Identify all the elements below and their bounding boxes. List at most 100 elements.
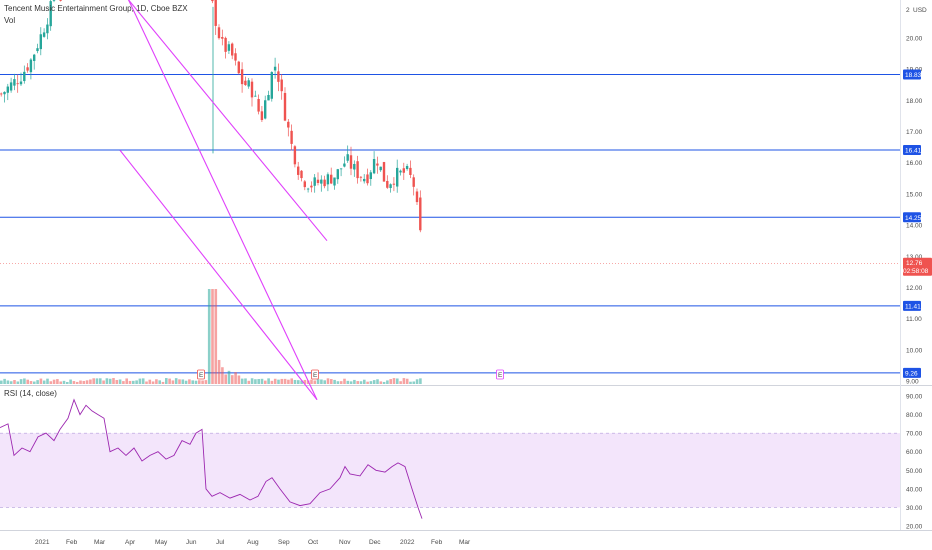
volume-label: Vol xyxy=(4,16,15,25)
volume-bar xyxy=(26,379,29,384)
candle-body xyxy=(419,197,422,231)
candle-body xyxy=(316,179,320,183)
volume-bar xyxy=(396,378,399,384)
time-tick-label: Aug xyxy=(247,539,259,546)
volume-bar xyxy=(270,380,274,384)
candle-body xyxy=(366,174,369,184)
volume-bar xyxy=(310,379,313,384)
price-tick-label: 20.00 xyxy=(906,36,923,43)
volume-bar xyxy=(23,378,26,384)
candle-body xyxy=(330,174,333,184)
volume-bar xyxy=(349,381,353,384)
volume-bar xyxy=(198,380,201,384)
current-price-value: 12.76 xyxy=(906,260,923,267)
volume-bar xyxy=(237,375,241,384)
trendlines xyxy=(119,0,328,401)
rsi-label: RSI (14, close) xyxy=(4,389,57,398)
volume-bar xyxy=(82,380,86,384)
time-tick-label: Mar xyxy=(459,539,471,546)
volume-bar xyxy=(181,379,185,384)
volume-bar xyxy=(250,378,254,384)
current-price-tag: 12.76 02:58:08 xyxy=(903,257,932,276)
volume-bar xyxy=(290,378,293,384)
candle-body xyxy=(217,27,221,39)
volume-bar xyxy=(260,378,264,384)
candle-body xyxy=(49,1,52,27)
volume-bar xyxy=(194,380,198,384)
price-tick-label: 14.00 xyxy=(906,223,923,230)
candle-body xyxy=(23,71,26,82)
volume-bar xyxy=(316,379,320,384)
volume-bar xyxy=(366,381,369,384)
level-tag-value: 18.83 xyxy=(905,72,922,79)
price-tick-label: 16.00 xyxy=(906,160,923,167)
time-tick-label: 2022 xyxy=(400,539,415,546)
price-tick-label: 10.00 xyxy=(906,347,923,354)
level-tag-box xyxy=(903,69,921,80)
candle-body xyxy=(326,174,330,185)
volume-bar xyxy=(389,379,392,384)
volume-bar xyxy=(145,381,148,384)
candle-body xyxy=(346,154,349,161)
candle-body xyxy=(280,79,283,92)
volume-bar xyxy=(283,378,287,384)
candle-body xyxy=(16,83,19,85)
candle-body xyxy=(376,163,379,166)
candle-body xyxy=(237,61,240,74)
time-tick-label: Dec xyxy=(369,539,381,546)
volume-bar xyxy=(412,381,416,384)
candle-body xyxy=(349,155,353,169)
earnings-marker-box xyxy=(496,369,504,380)
candle-body xyxy=(52,0,56,1)
candle-body xyxy=(257,98,260,112)
time-tick-label: May xyxy=(155,539,168,546)
volume-bar xyxy=(234,372,237,384)
volume-bar xyxy=(382,381,386,384)
price-axis-clipped-label: 2 xyxy=(906,7,910,14)
volume-bar xyxy=(405,378,409,384)
candle-body xyxy=(267,94,270,101)
volume-bar xyxy=(75,381,79,384)
candle-body xyxy=(42,32,46,37)
level-tag-box xyxy=(903,144,921,155)
volume-bar xyxy=(95,378,99,384)
volume-bar xyxy=(72,381,76,384)
current-price-box xyxy=(903,257,932,276)
volume-bar xyxy=(415,379,419,384)
candle-body xyxy=(323,179,326,187)
volume-bar xyxy=(399,381,402,384)
volume-bar xyxy=(201,380,204,384)
candle-body xyxy=(392,183,396,185)
volume-bar xyxy=(379,381,383,384)
volume-bar xyxy=(363,379,366,384)
volume-bar xyxy=(79,380,82,384)
volume-bar xyxy=(273,378,277,384)
level-tag-value: 11.41 xyxy=(905,303,921,310)
earnings-marker-label: E xyxy=(199,372,204,379)
candle-body xyxy=(382,162,386,182)
volume-bar xyxy=(336,381,340,384)
candle-body xyxy=(386,180,389,188)
rsi-tick-label: 30.00 xyxy=(906,505,923,512)
candle-body xyxy=(297,166,300,175)
candle-body xyxy=(409,167,412,175)
trendline xyxy=(119,149,318,401)
volume-bar xyxy=(343,378,346,384)
candle-body xyxy=(356,161,359,179)
volume-bar xyxy=(9,381,13,384)
price-tick-label: 12.00 xyxy=(906,285,923,292)
volume-bar xyxy=(36,380,39,384)
volume-bar xyxy=(52,379,56,384)
volume-bar xyxy=(135,380,138,384)
volume-bar xyxy=(326,378,330,384)
candle-body xyxy=(227,44,231,51)
candle-body xyxy=(310,185,313,188)
candle-body xyxy=(214,0,217,26)
time-tick-label: Mar xyxy=(94,539,106,546)
volume-bar xyxy=(254,379,257,384)
candle-body xyxy=(359,176,363,178)
candle-body xyxy=(247,80,250,87)
volume-bar xyxy=(42,380,46,384)
price-tick-label: 18.00 xyxy=(906,98,923,105)
